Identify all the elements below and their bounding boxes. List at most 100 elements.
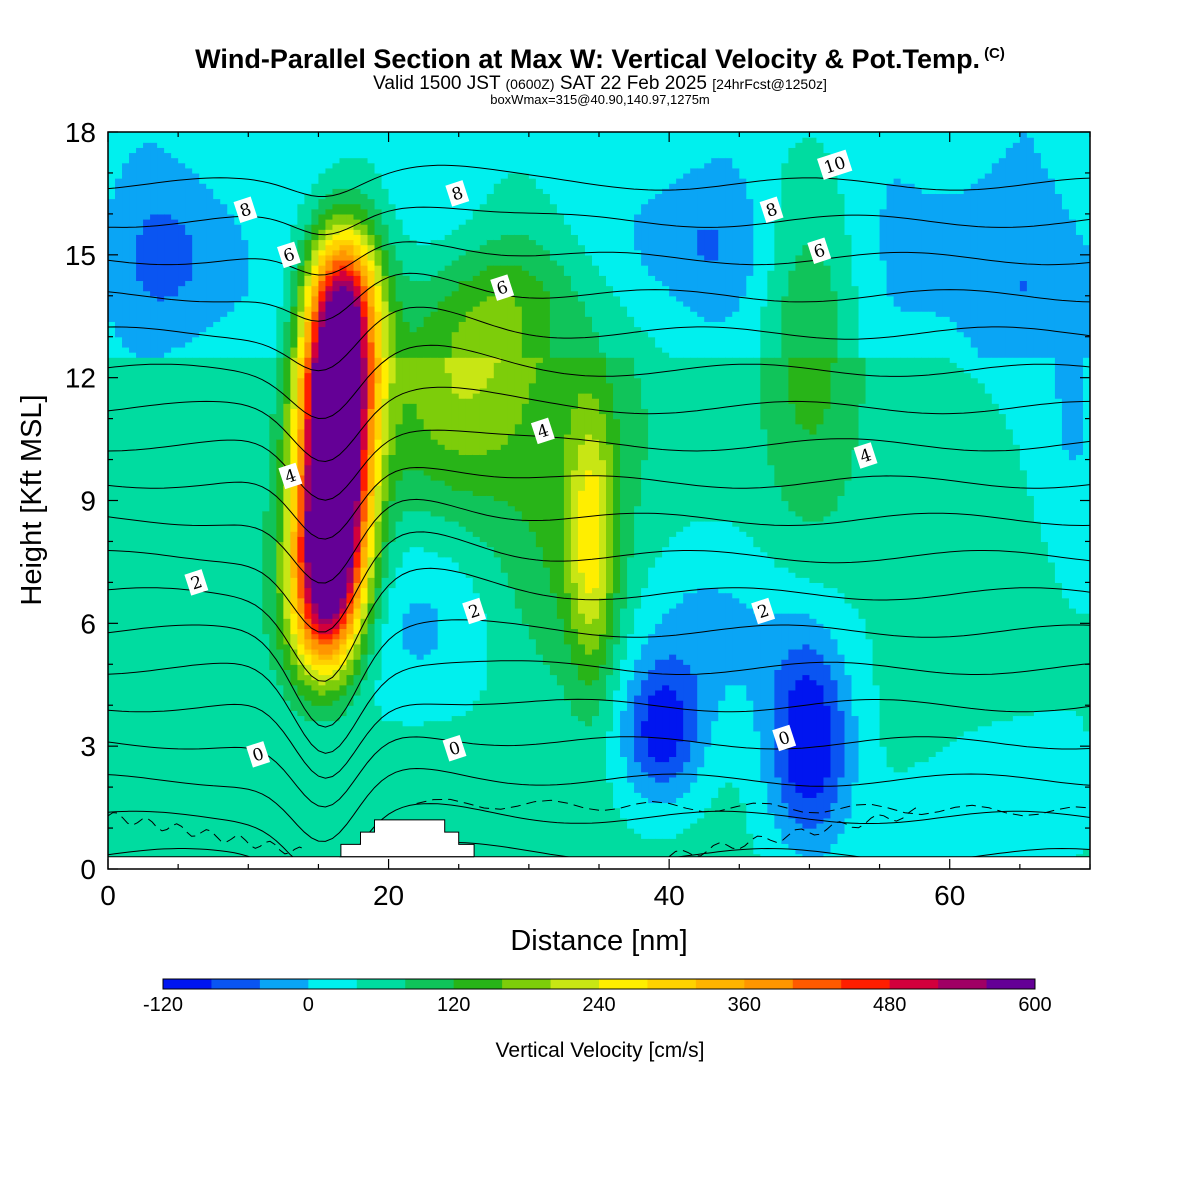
velocity-cell	[346, 239, 355, 246]
velocity-cell	[318, 633, 327, 640]
velocity-cell	[178, 357, 186, 869]
velocity-cell	[255, 357, 263, 869]
velocity-cell	[374, 285, 383, 312]
velocity-cell	[606, 357, 614, 384]
velocity-cell	[823, 776, 832, 819]
velocity-cell	[311, 720, 320, 869]
x-tick-label: 20	[373, 880, 404, 911]
velocity-cell	[416, 244, 425, 282]
velocity-cell	[185, 234, 193, 282]
velocity-cell	[262, 132, 270, 358]
velocity-cell	[1012, 142, 1021, 358]
velocity-cell	[641, 679, 649, 722]
velocity-cell	[339, 157, 348, 189]
velocity-cell	[767, 357, 775, 466]
velocity-cell	[430, 551, 439, 609]
velocity-cell	[697, 520, 705, 589]
velocity-cell	[220, 203, 228, 317]
velocity-cell	[830, 843, 839, 869]
velocity-cell	[479, 357, 488, 389]
velocity-cell	[690, 132, 698, 169]
velocity-cell	[339, 664, 348, 670]
velocity-cell	[521, 234, 530, 271]
velocity-cell	[465, 132, 474, 220]
velocity-cell	[788, 132, 796, 148]
velocity-cell	[444, 556, 453, 722]
velocity-cell	[844, 674, 853, 819]
velocity-cell	[346, 567, 355, 583]
velocity-cell	[984, 393, 993, 727]
velocity-cell	[346, 270, 355, 276]
velocity-cell	[423, 602, 432, 655]
colorbar-swatch	[163, 979, 212, 989]
velocity-cell	[577, 244, 586, 302]
velocity-cell	[332, 162, 341, 189]
velocity-cell	[641, 720, 649, 737]
velocity-cell	[346, 280, 355, 292]
velocity-cell	[1040, 710, 1049, 869]
velocity-cell	[606, 592, 614, 640]
velocity-cell	[823, 515, 832, 589]
velocity-cell	[556, 265, 565, 358]
velocity-cell	[823, 587, 832, 630]
velocity-cell	[290, 346, 298, 358]
velocity-cell	[627, 556, 635, 635]
velocity-cell	[437, 357, 446, 445]
velocity-cell	[669, 689, 677, 757]
velocity-cell	[591, 132, 600, 266]
velocity-cell	[1012, 444, 1021, 717]
velocity-cell	[304, 700, 313, 722]
velocity-cell	[325, 664, 334, 676]
velocity-cell	[802, 674, 811, 798]
velocity-cell	[493, 362, 502, 450]
velocity-cell	[998, 357, 1007, 415]
velocity-cell	[606, 781, 614, 869]
velocity-cell	[402, 132, 411, 235]
velocity-cell	[591, 439, 600, 476]
velocity-cell	[977, 178, 986, 358]
velocity-cell	[732, 787, 740, 869]
velocity-cell	[220, 132, 228, 205]
velocity-cell	[1005, 147, 1014, 358]
velocity-cell	[486, 193, 495, 241]
velocity-cell	[549, 674, 558, 869]
velocity-cell	[276, 541, 284, 594]
velocity-cell	[367, 234, 376, 246]
velocity-cell	[325, 654, 334, 660]
velocity-cell	[851, 715, 860, 783]
velocity-cell	[192, 172, 200, 338]
velocity-cell	[353, 694, 362, 869]
velocity-cell	[332, 628, 341, 635]
velocity-cell	[725, 684, 733, 783]
velocity-cell	[325, 285, 334, 292]
velocity-cell	[423, 428, 432, 476]
velocity-cell	[248, 132, 256, 358]
velocity-cell	[802, 643, 811, 676]
velocity-cell	[984, 132, 993, 174]
velocity-cell	[563, 643, 572, 701]
velocity-cell	[353, 259, 362, 271]
theta-contour	[108, 767, 1090, 842]
velocity-cell	[823, 664, 832, 706]
velocity-cell	[339, 715, 348, 869]
velocity-cell	[809, 433, 818, 522]
velocity-cell	[991, 720, 1000, 869]
velocity-cell	[620, 710, 628, 757]
colorbar-swatch	[986, 979, 1036, 989]
velocity-cell	[746, 275, 754, 358]
velocity-cell	[683, 357, 691, 527]
velocity-cell	[297, 265, 305, 287]
velocity-cell	[549, 132, 558, 205]
velocity-cell	[697, 817, 705, 869]
velocity-cell	[584, 725, 593, 869]
velocity-cell	[136, 280, 144, 358]
velocity-cell	[535, 362, 544, 548]
velocity-cell	[395, 219, 404, 261]
velocity-cell	[935, 751, 944, 869]
velocity-cell	[676, 300, 684, 358]
velocity-cell	[346, 188, 355, 205]
velocity-cell	[837, 193, 846, 358]
contour-label-bg	[462, 597, 487, 625]
velocity-cell	[795, 792, 804, 824]
velocity-cell	[886, 132, 895, 184]
